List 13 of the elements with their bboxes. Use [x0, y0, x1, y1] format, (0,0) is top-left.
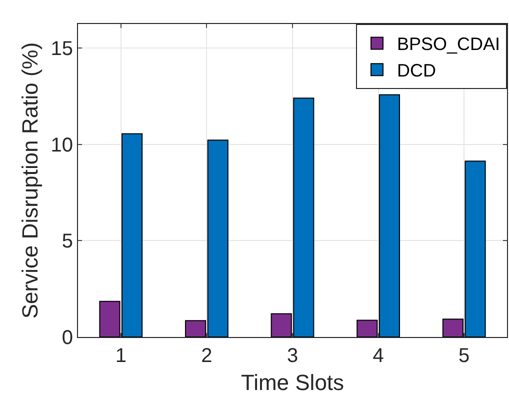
- legend-label: BPSO_CDAI: [397, 34, 500, 54]
- x-tick-label: 4: [372, 345, 384, 367]
- x-tick-label: 1: [115, 345, 126, 367]
- x-tick-label: 3: [286, 345, 298, 367]
- x-axis-title: Time Slots: [240, 370, 344, 395]
- y-tick-label: 5: [62, 230, 73, 253]
- legend-label: DCD: [397, 60, 436, 81]
- y-tick-label: 15: [50, 38, 73, 60]
- y-tick-label: 0: [62, 327, 73, 349]
- x-tick-label: 2: [201, 345, 212, 367]
- x-tick-label: 5: [458, 345, 470, 367]
- y-axis-title: Service Disruption Ratio (%): [18, 42, 43, 319]
- y-tick-label: 10: [50, 134, 73, 156]
